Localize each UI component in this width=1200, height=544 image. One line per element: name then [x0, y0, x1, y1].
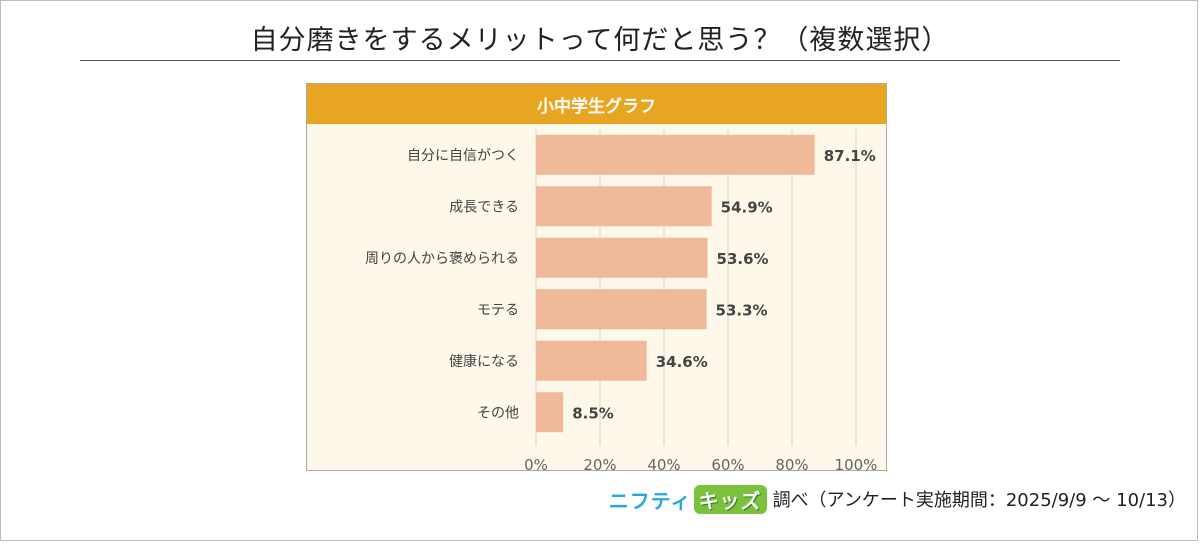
value-label: 53.3%	[716, 301, 768, 319]
x-tick-label: 0%	[524, 456, 548, 470]
chart-title: 自分磨きをするメリットって何だと思う？（複数選択）	[250, 25, 950, 56]
bar	[536, 392, 564, 433]
logo-main-text: ニフティ	[608, 488, 692, 513]
bar	[536, 237, 708, 278]
category-label: 健康になる	[449, 353, 519, 370]
value-label: 53.6%	[717, 250, 769, 268]
value-label: 87.1%	[824, 147, 876, 165]
logo-sub-text: キッズ	[693, 484, 767, 514]
category-label: 周りの人から褒められる	[365, 251, 519, 267]
source-footer: ニフティ キッズ 調べ（アンケート実施期間：2025/9/9 ～ 10/13）	[609, 484, 1186, 514]
bar	[536, 134, 815, 175]
bar	[536, 289, 707, 330]
title-divider	[80, 60, 1120, 61]
x-tick-label: 20%	[583, 456, 616, 470]
category-label: モテる	[477, 302, 519, 318]
bar	[536, 340, 647, 381]
bar	[536, 186, 712, 227]
source-text: 調べ（アンケート実施期間：2025/9/9 ～ 10/13）	[772, 490, 1186, 511]
value-label: 8.5%	[572, 404, 614, 422]
bar-chart: 0% 20% 40% 60% 80% 100% 自分に自信がつく 87.1% 成長できる 54.9…	[365, 129, 878, 470]
value-label: 34.6%	[656, 353, 708, 371]
niftykids-logo: ニフティ キッズ	[608, 484, 767, 514]
panel-header: 小中学生グラフ	[307, 84, 886, 124]
chart-panel: 小中学生グラフ 0% 20% 40% 60% 80% 100% 自分に自信がつく 87.1% 成…	[306, 83, 887, 471]
value-label: 54.9%	[721, 198, 773, 216]
category-label: その他	[477, 405, 519, 421]
category-label: 自分に自信がつく	[407, 148, 519, 164]
x-tick-label: 60%	[711, 456, 744, 470]
x-tick-label: 40%	[647, 456, 680, 470]
x-tick-label: 100%	[835, 456, 878, 470]
category-label: 成長できる	[449, 199, 519, 215]
x-tick-label: 80%	[775, 456, 808, 470]
